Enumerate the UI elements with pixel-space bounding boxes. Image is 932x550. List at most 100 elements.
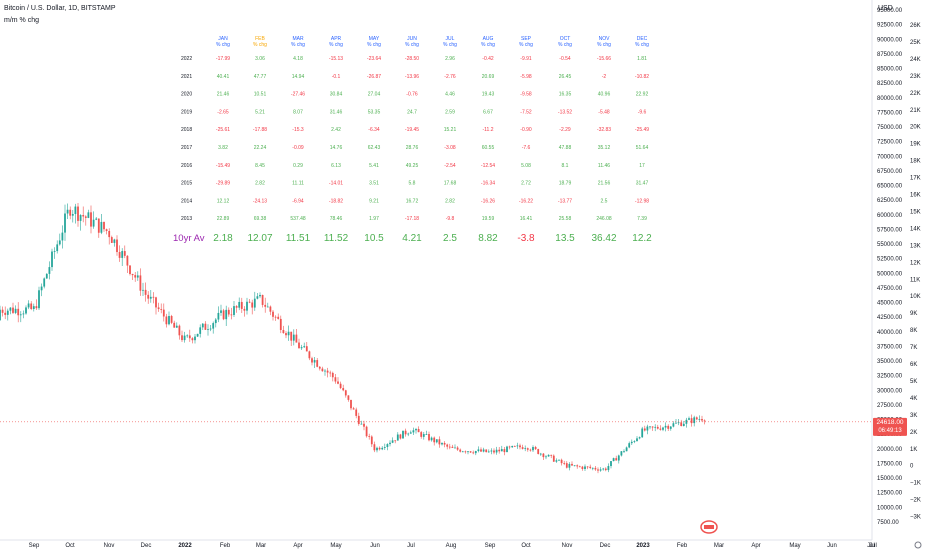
time-tick-label: Mar [256,543,266,549]
candle-body [474,451,477,454]
table-cell: -11.2 [482,127,493,133]
indicator-tick-label: 14K [910,226,921,232]
candle-body [35,306,38,309]
table-cell: -12.98 [635,198,649,204]
candle-body [581,466,584,469]
candle-body [511,445,514,448]
candle-body [394,440,397,442]
table-cell: 31.47 [636,181,649,187]
indicator-tick-label: 19K [910,142,921,148]
candle-body [612,458,615,462]
indicator-tick-label: 2K [910,430,917,436]
candle-body [74,206,77,214]
table-cell: 5.8 [409,181,416,187]
candle-body [443,442,446,445]
candle-body [604,468,607,471]
candle-body [22,313,25,315]
candle-body [376,447,378,451]
candle-body [516,445,519,447]
table-cell: 5.08 [521,163,531,169]
year-label: 2021 [181,74,192,80]
candle-body [308,351,311,359]
candle-body [103,221,105,230]
candle-body [396,434,399,441]
candle-body [17,308,20,316]
table-cell: -9.6 [638,109,647,115]
indicator-tick-label: 20K [910,125,921,131]
table-cell: 60.55 [482,145,495,151]
year-label: 2022 [181,56,192,62]
table-cell: -24.13 [253,198,267,204]
table-cell: 22.89 [217,216,230,222]
table-cell: 47.77 [254,74,267,80]
indicator-tick-label: 4K [910,396,917,402]
candle-body [212,323,215,329]
table-cell: 20.69 [482,74,495,80]
candle-body [363,423,365,427]
candle-body [217,312,220,320]
table-cell: 8.45 [255,163,265,169]
candle-body [339,383,342,389]
indicator-tick-label: 13K [910,243,921,249]
avg-label: 10yr Av [173,233,205,244]
time-tick-label: Jul [869,543,877,549]
price-tick-label: 17500.00 [877,461,903,467]
candle-body [274,316,277,318]
candlestick-series [0,202,706,474]
indicator-tick-label: 15K [910,209,921,215]
candle-body [82,215,85,217]
candle-body [14,308,17,313]
candle-body [298,342,300,349]
symbol-title[interactable]: Bitcoin / U.S. Dollar, 1D, BITSTAMP [4,5,116,12]
table-cell: 69.38 [254,216,267,222]
avg-value: 10.5 [364,233,384,244]
candle-body [248,301,251,303]
table-cell: 49.25 [406,163,419,169]
candle-body [617,455,620,461]
candle-body [269,306,272,312]
table-cell: -9.91 [520,56,532,62]
year-label: 2016 [181,163,192,169]
candle-body [227,309,230,315]
price-tick-label: 20000.00 [877,447,903,453]
table-cell: 5.21 [255,109,265,115]
candle-body [134,275,137,278]
table-cell: -17.88 [253,127,267,133]
candle-body [19,314,22,316]
candle-body [100,221,103,233]
month-subheader: % chg [519,42,533,48]
candle-body [92,219,95,227]
settings-gear-icon[interactable] [914,541,922,549]
candle-body [383,446,386,448]
table-cell: 6.13 [331,163,341,169]
indicator-title[interactable]: m/m % chg [4,17,40,24]
month-subheader: % chg [558,42,572,48]
time-axis[interactable]: Sep Oct Nov Dec 2022 Feb Mar Apr May Jun Jul Aug Sep… [29,543,877,549]
candle-body [1,309,4,313]
candle-body [420,432,423,437]
tradingview-logo[interactable] [700,520,718,534]
candle-body [342,388,345,391]
year-label: 2017 [181,145,192,151]
price-axis[interactable]: 95000.00 92500.00 90000.00 87500.00 85000.00… [877,8,903,526]
candle-body [461,451,464,453]
currency-label[interactable]: USD [878,5,893,12]
candle-body [378,447,381,450]
candle-body [71,213,74,216]
time-tick-label: Sep [29,543,40,549]
price-tick-label: 90000.00 [877,37,903,43]
price-tick-label: 42500.00 [877,315,903,321]
table-cell: 30.84 [330,92,343,98]
table-cell: -2.54 [444,163,456,169]
candle-body [108,230,111,238]
month-header: FEB [255,36,265,42]
candle-body [550,454,553,456]
table-cell: -2.76 [444,74,456,80]
table-cell: -2.65 [217,109,229,115]
table-cell: -12.54 [481,163,495,169]
candle-body [295,334,298,343]
table-cell: -27.46 [291,92,305,98]
table-cell: 24.7 [407,109,417,115]
